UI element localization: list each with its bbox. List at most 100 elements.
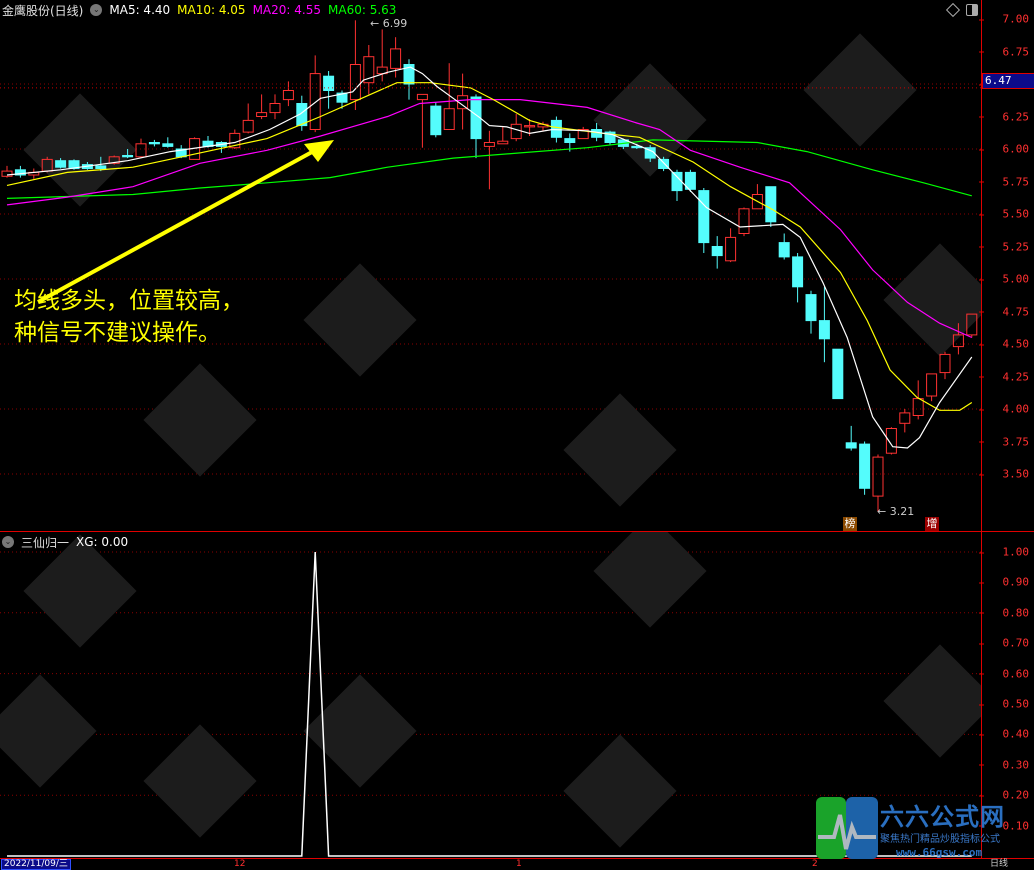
indicator-tick: 0.10 [978, 819, 1029, 833]
candle [885, 427, 897, 455]
low-value: 3.21 [889, 505, 915, 518]
candle-body [644, 147, 656, 159]
candle-body [1, 170, 13, 177]
candle [644, 145, 656, 162]
candle-body [671, 171, 683, 192]
candle [872, 454, 884, 512]
annotation-arrow [37, 150, 313, 304]
chevron-down-icon[interactable]: ⌄ [2, 536, 14, 548]
indicator-tick: 0.90 [978, 575, 1029, 589]
site-logo: 六六公式网 聚焦热门精品炒股指标公式 www.66gsw.com [816, 797, 1026, 859]
price-tick: 5.50 [978, 207, 1029, 221]
price-axis: 7.006.756.506.256.005.755.505.255.004.75… [978, 0, 1034, 531]
candle-body [926, 373, 938, 397]
indicator-tick: 0.70 [978, 636, 1029, 650]
stock-title: 金鹰股份(日线) [2, 3, 84, 18]
indicator-tick: 1.00 [978, 545, 1029, 559]
candle [698, 188, 710, 253]
candle-body [416, 93, 428, 101]
price-tick: 6.75 [978, 45, 1029, 58]
candle [497, 126, 509, 145]
watermark [143, 363, 257, 477]
price-tick: 3.75 [978, 435, 1029, 448]
candle-body [390, 48, 402, 69]
candle [658, 156, 670, 172]
candle [14, 165, 26, 178]
candle-body [349, 64, 361, 101]
badge-zeng[interactable]: 增 [925, 517, 939, 531]
candle [550, 116, 562, 143]
candle-body [845, 442, 857, 449]
candle-body [323, 75, 335, 91]
candle-body [658, 158, 670, 169]
candlestick-chart [0, 20, 981, 512]
candle [805, 290, 817, 334]
candle-body [470, 96, 482, 140]
candle-body [792, 256, 804, 288]
candle [939, 351, 951, 380]
logo-name: 六六公式网 [880, 803, 1005, 831]
candle-body [14, 169, 26, 176]
candle [242, 103, 254, 134]
low-price-label: ← 3.21 [877, 505, 915, 518]
panel-toggle-icon[interactable] [966, 4, 978, 16]
candle-body [108, 156, 120, 164]
chevron-down-icon[interactable]: ⌄ [90, 4, 103, 16]
candle-body [885, 428, 897, 454]
xg-line [7, 551, 972, 857]
watermark [883, 644, 981, 758]
price-tick: 6.25 [978, 110, 1029, 123]
candle [457, 73, 469, 130]
candle [792, 253, 804, 303]
watermark [303, 674, 417, 788]
candle-body [778, 242, 790, 258]
candle [832, 348, 844, 400]
candle-body [711, 246, 723, 257]
date-label: 1 [516, 859, 522, 869]
candle [684, 169, 696, 192]
candle-body [497, 140, 509, 145]
candle-body [256, 112, 268, 117]
candle-body [550, 119, 562, 138]
candle-body [604, 131, 616, 144]
candle [363, 45, 375, 95]
candle [859, 441, 871, 495]
candle [323, 71, 335, 109]
candle [349, 20, 361, 110]
ma10-label: MA10: 4.05 [177, 3, 246, 17]
candle [711, 236, 723, 269]
candle-body [483, 142, 495, 147]
price-tick: 4.75 [978, 305, 1029, 318]
candle-body [510, 123, 522, 140]
candle-body [162, 143, 174, 147]
candle-body [577, 129, 589, 140]
candle-body [698, 190, 710, 244]
candle [738, 207, 750, 237]
high-price-label: ← 6.99 [370, 17, 408, 30]
indicator-tick: 0.60 [978, 667, 1029, 681]
watermark [563, 393, 677, 507]
watermark [803, 33, 917, 147]
badge-bang[interactable]: 榜 [843, 517, 857, 531]
ma60-line [6, 139, 972, 199]
indicator-tick: 0.40 [978, 727, 1029, 741]
price-tick: 4.50 [978, 337, 1029, 351]
candle-body [135, 143, 147, 158]
indicator-title: 三仙归一 [21, 535, 70, 550]
candle-body [859, 443, 871, 489]
candle-body [296, 103, 308, 127]
candle-body [564, 138, 576, 144]
candle-body [966, 313, 978, 336]
ma60-label: MA60: 5.63 [328, 3, 397, 17]
candle [671, 169, 683, 201]
indicator-tick: 0.50 [978, 697, 1029, 711]
candle-body [282, 90, 294, 101]
indicator-value: XG: 0.00 [76, 535, 129, 549]
candle-body [872, 456, 884, 497]
candle [483, 130, 495, 190]
note-line-2: 种信号不建议操作。 [14, 320, 221, 346]
candle-body [430, 105, 442, 136]
price-tick: 7.00 [978, 12, 1029, 26]
period-label[interactable]: 日线 [990, 859, 1009, 869]
watermark [23, 93, 137, 207]
